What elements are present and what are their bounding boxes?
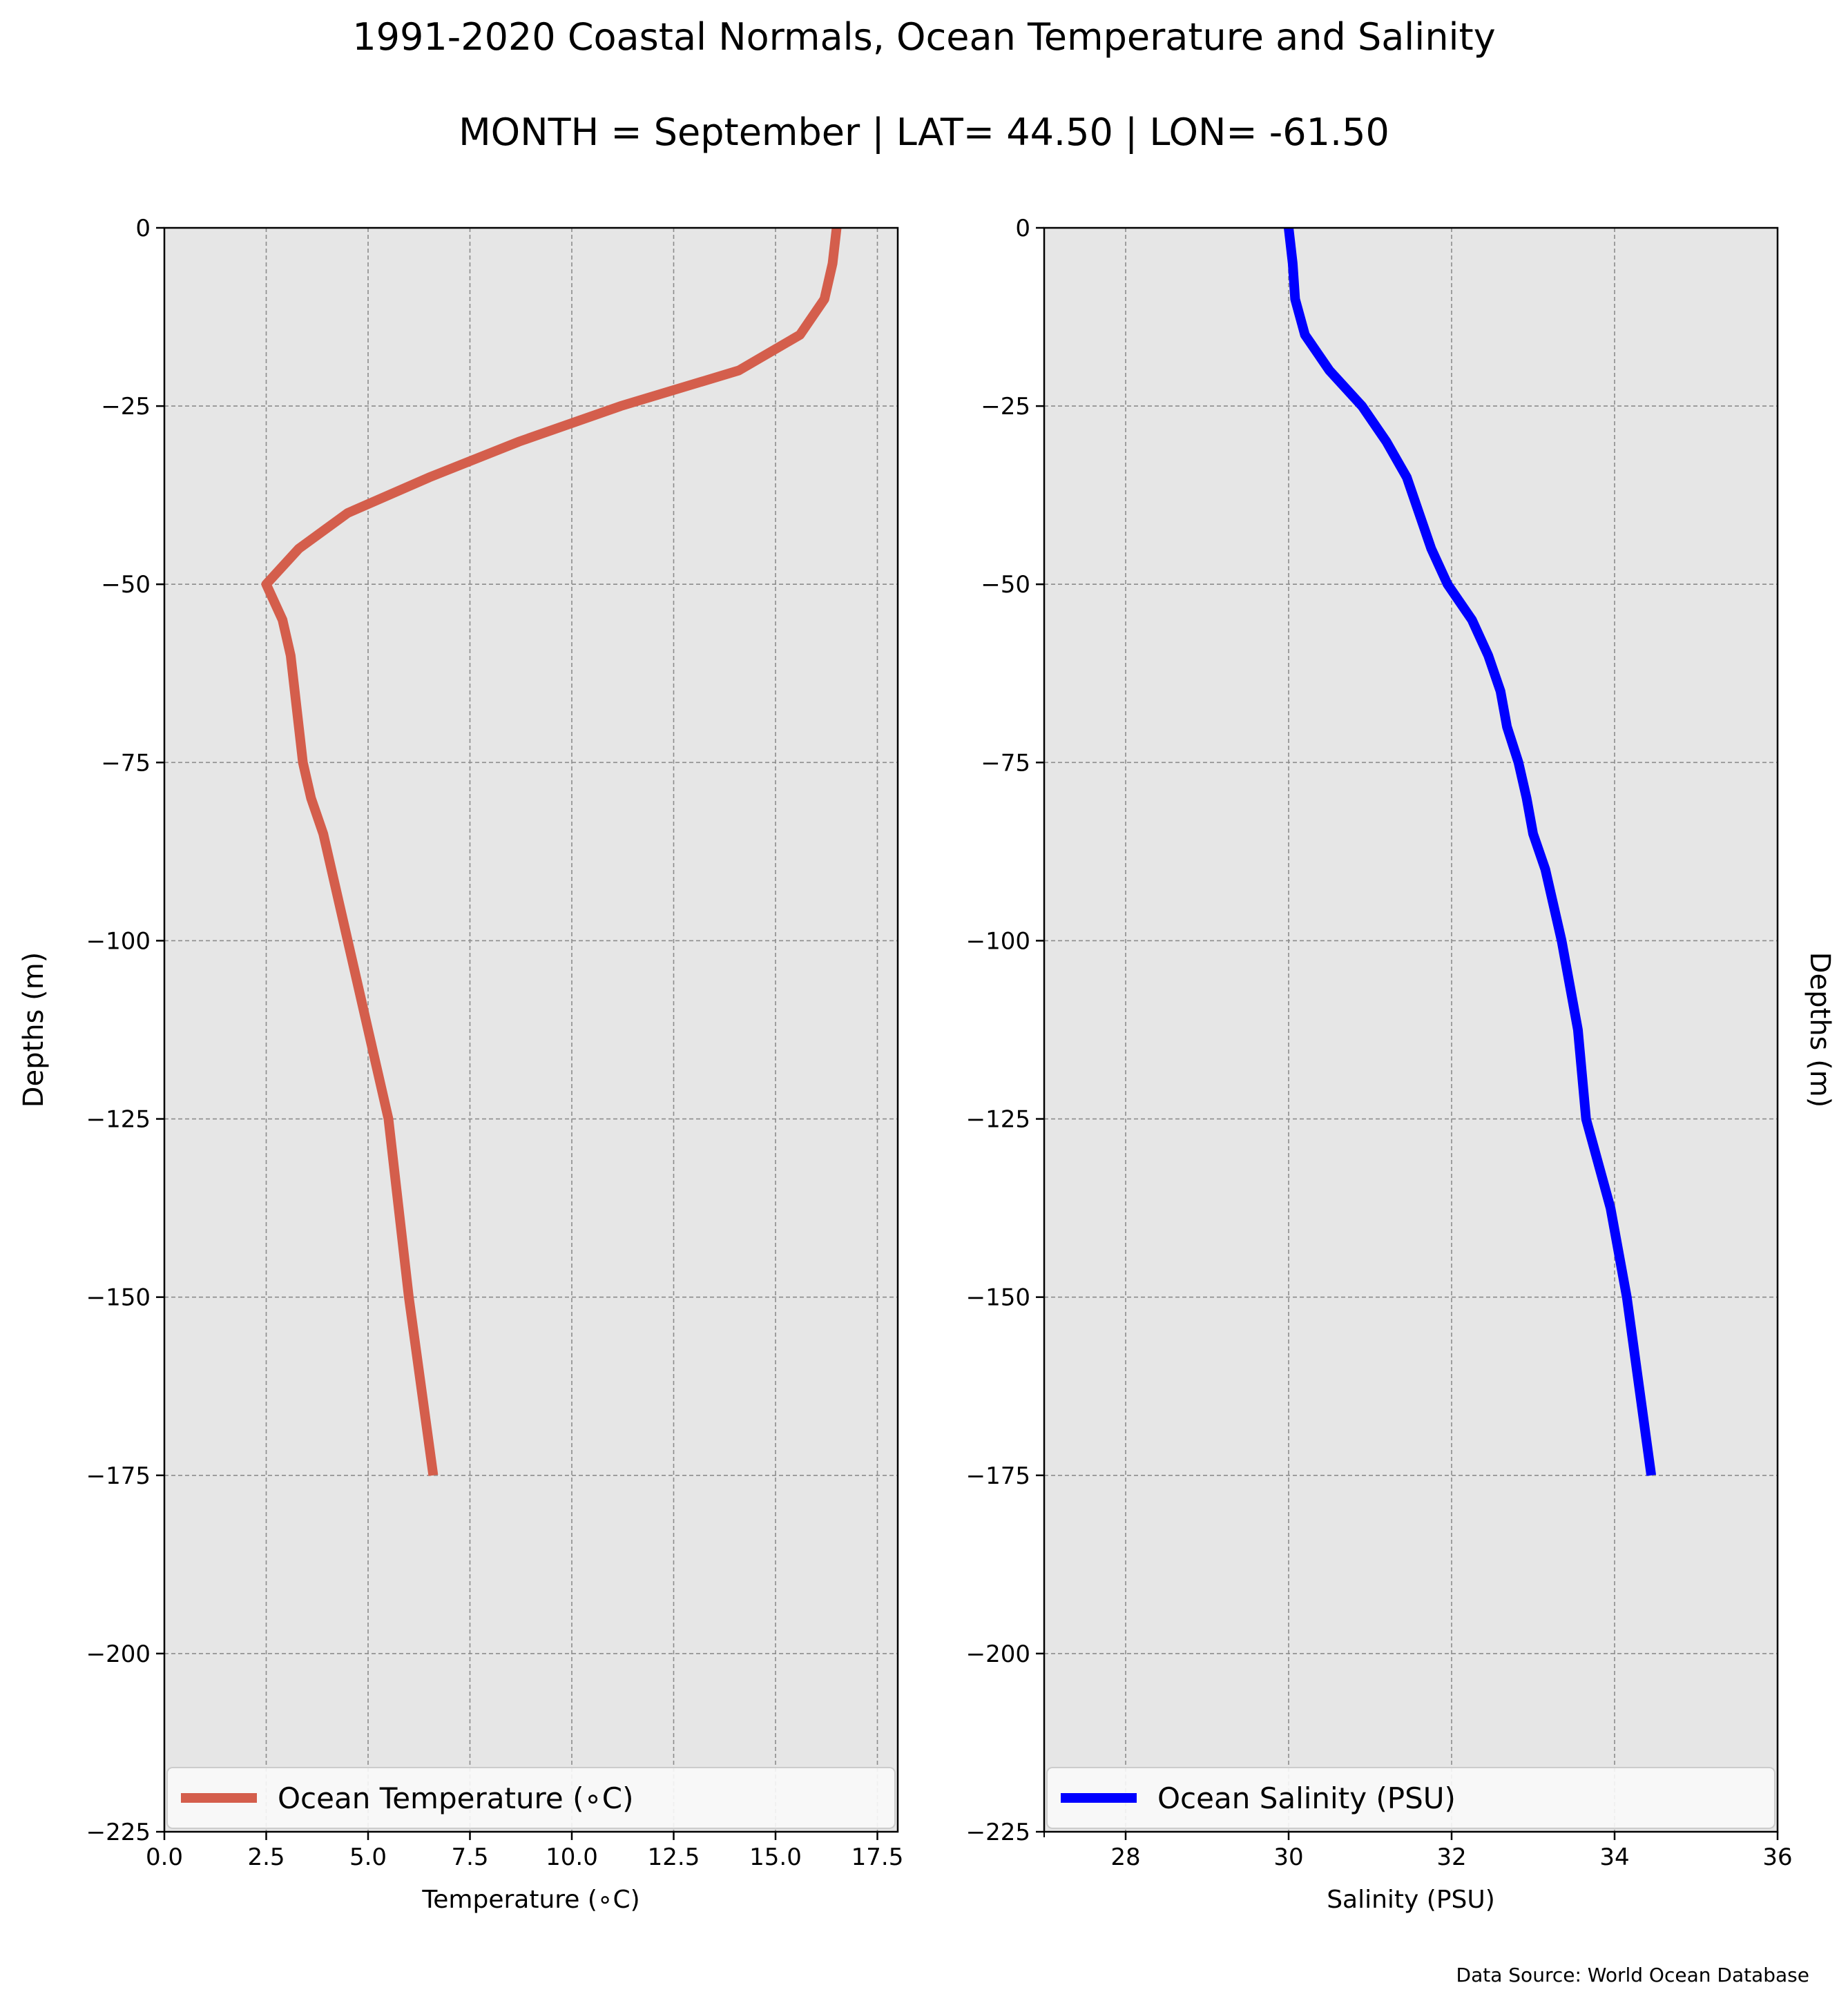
x-tick-label: 12.5 bbox=[648, 1844, 700, 1871]
y-tick-label: 0 bbox=[135, 215, 151, 242]
salinity-panel: 28 30 32 34 36 0 −25 −50 −75 −100 −125 −150 −175 −200… bbox=[966, 215, 1836, 1914]
legend-box bbox=[166, 1767, 896, 1829]
chart-subtitle: MONTH = September | LAT= 44.50 | LON= -6… bbox=[459, 110, 1389, 154]
plot-area bbox=[1044, 228, 1778, 1832]
data-source-note: Data Source: World Ocean Database bbox=[1456, 1964, 1809, 1986]
x-tick-label: 28 bbox=[1110, 1844, 1140, 1871]
x-axis-label: Salinity (PSU) bbox=[1327, 1886, 1495, 1914]
x-tick-label: 36 bbox=[1762, 1844, 1792, 1871]
y-tick-label: −200 bbox=[966, 1641, 1030, 1668]
y-tick-label: −50 bbox=[981, 571, 1030, 599]
y-axis-label-right: Depths (m) bbox=[1804, 952, 1836, 1108]
legend-label: Ocean Salinity (PSU) bbox=[1157, 1781, 1456, 1815]
legend-box bbox=[1046, 1767, 1775, 1829]
y-tick-label: −225 bbox=[86, 1819, 151, 1846]
y-tick-label: −150 bbox=[86, 1284, 151, 1312]
x-tick-label: 30 bbox=[1273, 1844, 1303, 1871]
x-axis-label: Temperature (∘C) bbox=[421, 1886, 639, 1914]
y-tick-label: −125 bbox=[966, 1106, 1030, 1134]
x-tick-label: 10.0 bbox=[546, 1844, 598, 1871]
chart-title: 1991-2020 Coastal Normals, Ocean Tempera… bbox=[352, 15, 1495, 59]
y-tick-label: −225 bbox=[966, 1819, 1030, 1846]
y-tick-label: −25 bbox=[101, 393, 151, 420]
y-tick-label: −25 bbox=[981, 393, 1030, 420]
x-tick-label: 32 bbox=[1436, 1844, 1466, 1871]
temperature-series-line bbox=[261, 227, 842, 1476]
x-tick-label: 17.5 bbox=[851, 1844, 904, 1871]
salinity-series-line bbox=[1284, 227, 1657, 1476]
temperature-panel: 0.0 2.5 5.0 7.5 10.0 12.5 15.0 17.5 0 −25 −50 −75 −1… bbox=[18, 215, 903, 1914]
x-tick-label: 2.5 bbox=[247, 1844, 285, 1871]
y-tick-label: −150 bbox=[966, 1284, 1030, 1312]
plot-area bbox=[164, 228, 898, 1832]
x-tick-label: 0.0 bbox=[146, 1844, 183, 1871]
y-tick-label: −175 bbox=[86, 1462, 151, 1490]
legend-label: Ocean Temperature (∘C) bbox=[278, 1781, 633, 1815]
x-tick-label: 5.0 bbox=[349, 1844, 387, 1871]
y-tick-label: −75 bbox=[981, 749, 1030, 777]
y-tick-label: −75 bbox=[101, 749, 151, 777]
y-tick-label: −125 bbox=[86, 1106, 151, 1134]
y-tick-label: 0 bbox=[1015, 215, 1030, 242]
y-tick-label: −100 bbox=[966, 927, 1030, 955]
axes-frame bbox=[163, 226, 899, 1833]
x-tick-label: 34 bbox=[1599, 1844, 1629, 1871]
axes-frame bbox=[1043, 226, 1779, 1833]
y-axis-label: Depths (m) bbox=[18, 952, 50, 1108]
y-tick-label: −50 bbox=[101, 571, 151, 599]
y-tick-label: −200 bbox=[86, 1641, 151, 1668]
x-tick-label: 7.5 bbox=[451, 1844, 488, 1871]
x-tick-label: 15.0 bbox=[749, 1844, 802, 1871]
y-tick-label: −175 bbox=[966, 1462, 1030, 1490]
y-tick-label: −100 bbox=[86, 927, 151, 955]
